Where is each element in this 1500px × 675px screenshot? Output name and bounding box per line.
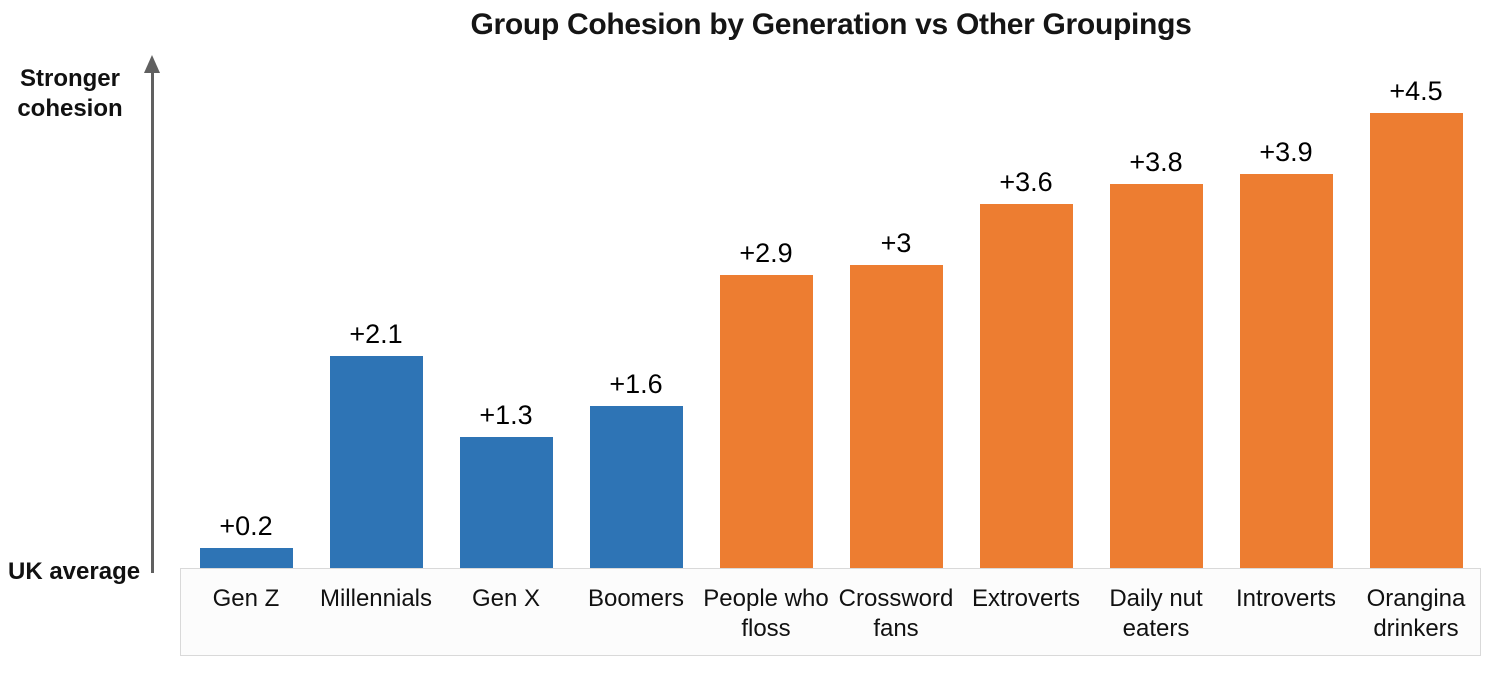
bar	[1239, 174, 1333, 568]
bar	[329, 356, 423, 568]
bar-value-label: +3	[880, 228, 912, 258]
bar	[199, 548, 293, 568]
bar-category-label: Crossword fans	[838, 585, 954, 642]
bar-category-label: Extroverts	[971, 585, 1081, 612]
bar-category-label: Daily nut eaters	[1109, 585, 1203, 642]
bar	[459, 437, 553, 568]
bar	[1369, 113, 1463, 568]
bar-category-label: Millennials	[319, 585, 433, 612]
bar-value-label: +1.3	[479, 400, 533, 430]
bar-value-label: +2.9	[739, 238, 793, 268]
bar	[1109, 184, 1203, 568]
bar-value-label: +3.8	[1129, 147, 1183, 177]
bar-value-label: +1.6	[609, 369, 663, 399]
bar-category-label: Gen Z	[212, 585, 280, 612]
bar-value-label: +0.2	[219, 511, 273, 541]
bar-value-label: +4.5	[1389, 76, 1443, 106]
chart-title: Group Cohesion by Generation vs Other Gr…	[470, 8, 1192, 41]
bar	[589, 406, 683, 568]
up-arrow-icon	[144, 55, 160, 73]
bar-category-label: Orangina drinkers	[1366, 585, 1466, 642]
bar	[849, 265, 943, 568]
bar-category-label: Gen X	[471, 585, 541, 612]
category-label-band	[180, 568, 1481, 656]
bar-category-label: People who floss	[703, 585, 829, 642]
bar-category-label: Introverts	[1235, 585, 1337, 612]
y-axis-top-label: Stronger cohesion	[17, 65, 123, 122]
y-axis-line	[151, 70, 154, 573]
bar-value-label: +3.9	[1259, 137, 1313, 167]
bar	[979, 204, 1073, 568]
bar-value-label: +3.6	[999, 167, 1053, 197]
y-axis-baseline-label: UK average	[8, 558, 141, 585]
bar-category-label: Boomers	[587, 585, 685, 612]
bar	[719, 275, 813, 568]
bar-value-label: +2.1	[349, 319, 403, 349]
